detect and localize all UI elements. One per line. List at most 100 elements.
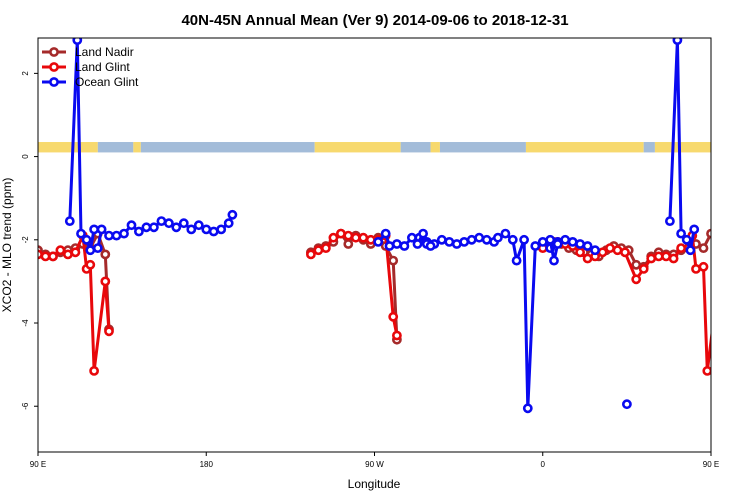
data-point-land-glint: [638, 263, 649, 274]
series-layer: [38, 38, 711, 414]
data-point-ocean-glint: [208, 226, 219, 237]
data-point-land-glint: [89, 365, 99, 376]
data-point-ocean-glint: [384, 241, 395, 251]
data-point-ocean-glint: [156, 216, 167, 226]
data-point-ocean-glint: [223, 218, 234, 229]
data-point-ocean-glint: [500, 228, 511, 239]
x-tick-label: 90 E: [703, 460, 719, 469]
data-point-land-glint: [575, 247, 585, 258]
land-ocean-strip: [38, 142, 711, 153]
legend-marker-land-nadir: [49, 47, 59, 57]
data-point-ocean-glint: [530, 241, 541, 251]
y-tick-label: 2: [21, 71, 30, 76]
data-point-land-glint: [358, 232, 369, 243]
series-ocean-glint-extra: [64, 38, 700, 410]
data-point-ocean-glint: [72, 38, 83, 45]
data-point-land-glint: [668, 253, 679, 264]
data-point-land-glint: [661, 251, 671, 262]
data-point-ocean-glint: [111, 230, 122, 241]
data-point-land-glint: [582, 253, 593, 264]
data-point-ocean-glint: [92, 243, 103, 253]
legend-label-land-glint: Land Glint: [75, 60, 130, 74]
strip-ocean-segment: [643, 142, 655, 153]
strip-land-segment: [314, 142, 401, 153]
data-point-land-glint: [691, 263, 701, 274]
data-point-ocean-glint: [178, 218, 189, 229]
data-point-ocean-glint: [163, 218, 174, 229]
data-point-land-nadir: [631, 259, 642, 270]
data-point-ocean-glint: [492, 232, 503, 243]
x-tick-label: 90 E: [30, 460, 46, 469]
data-point-ocean-glint: [186, 224, 197, 235]
data-point-ocean-glint: [391, 239, 402, 249]
data-point-ocean-glint: [85, 245, 96, 256]
data-point-ocean-glint: [133, 226, 144, 237]
data-point-land-nadir: [388, 255, 399, 266]
data-point-land-glint: [48, 251, 58, 262]
data-point-ocean-glint: [193, 220, 204, 231]
data-point-land-nadir: [706, 228, 711, 239]
data-point-land-glint: [597, 247, 608, 258]
data-point-ocean-glint: [511, 255, 522, 266]
chart-title: 40N-45N Annual Mean (Ver 9) 2014-09-06 t…: [181, 12, 568, 29]
strip-land-segment: [654, 142, 711, 153]
series-land-glint: [38, 228, 711, 376]
data-point-ocean-glint: [522, 403, 533, 414]
strip-ocean-segment: [97, 142, 134, 153]
data-point-ocean-glint: [685, 245, 696, 256]
legend-label-land-nadir: Land Nadir: [75, 45, 134, 59]
y-tick-label: 0: [21, 154, 30, 159]
data-point-land-glint: [605, 243, 615, 253]
data-point-ocean-glint: [96, 224, 107, 235]
data-point-ocean-glint: [676, 228, 686, 239]
data-point-ocean-glint: [76, 228, 86, 239]
data-point-ocean-glint: [64, 216, 75, 226]
data-point-ocean-glint: [399, 241, 410, 251]
data-point-ocean-glint: [425, 241, 436, 251]
data-point-ocean-glint: [582, 241, 593, 251]
data-point-ocean-glint: [665, 216, 675, 226]
y-tick-label: -6: [21, 402, 30, 410]
data-point-ocean-glint: [104, 230, 114, 241]
data-point-land-glint: [313, 245, 324, 256]
data-point-ocean-glint: [590, 245, 600, 256]
y-axis-label: XCO2 - MLO trend (ppm): [0, 178, 14, 313]
data-point-land-glint: [391, 330, 402, 341]
data-point-land-glint: [328, 232, 339, 243]
data-point-land-glint: [335, 228, 346, 239]
data-point-land-glint: [55, 245, 66, 256]
data-point-ocean-glint: [519, 234, 529, 245]
data-point-ocean-glint: [560, 234, 571, 245]
strip-ocean-segment: [140, 142, 315, 153]
data-point-land-glint: [343, 230, 354, 241]
data-point-ocean-glint: [119, 228, 129, 239]
data-point-ocean-glint: [412, 239, 423, 249]
data-point-ocean-glint: [575, 239, 585, 249]
data-point-land-nadir: [343, 239, 354, 249]
x-tick-label: 180: [200, 460, 214, 469]
data-point-ocean-glint: [474, 232, 485, 243]
data-point-ocean-glint: [466, 234, 477, 245]
x-axis-label: Longitude: [348, 477, 401, 491]
data-point-ocean-glint: [459, 236, 470, 247]
data-point-ocean-glint: [444, 236, 455, 247]
data-point-ocean-glint: [141, 222, 152, 233]
data-point-land-glint: [350, 232, 361, 243]
data-point-land-glint: [676, 243, 686, 253]
x-tick-label: 90 W: [365, 460, 384, 469]
data-point-ocean-glint: [89, 224, 99, 235]
data-point-land-glint: [612, 245, 623, 256]
data-point-ocean-glint: [418, 228, 428, 239]
legend-marker-ocean-glint: [49, 77, 59, 87]
strip-ocean-segment: [439, 142, 526, 153]
strip-ocean-segment: [400, 142, 431, 153]
data-point-land-glint: [702, 366, 711, 376]
data-point-land-glint: [646, 253, 657, 264]
data-point-land-glint: [698, 261, 709, 272]
data-point-ocean-glint: [552, 239, 563, 249]
legend-marker-land-glint: [49, 62, 59, 72]
data-point-land-glint: [620, 247, 630, 258]
data-point-ocean-glint: [380, 228, 391, 239]
